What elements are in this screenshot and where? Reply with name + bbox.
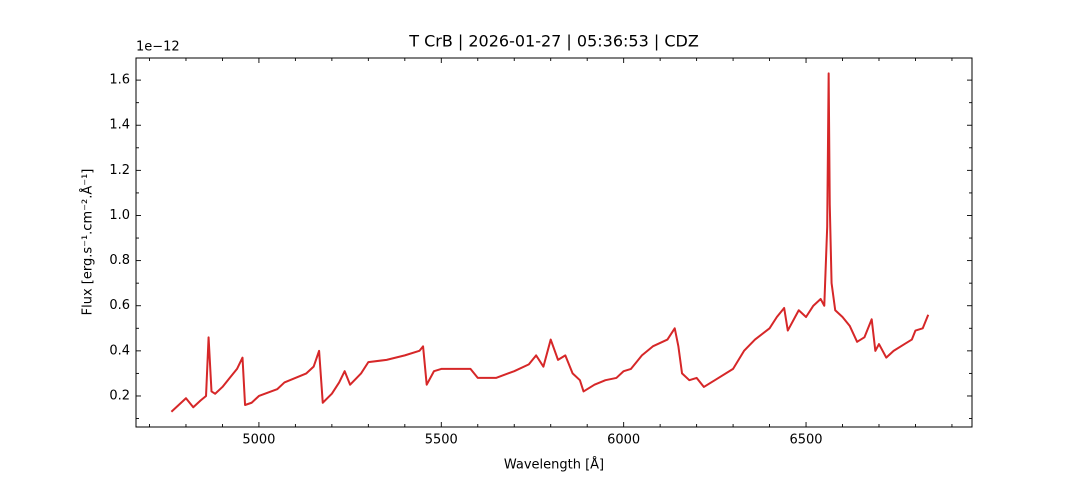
y-tick-label: 1.6 bbox=[109, 73, 130, 88]
x-tick-label: 5000 bbox=[242, 433, 275, 448]
y-tick-label: 0.8 bbox=[109, 253, 130, 268]
y-tick-label: 0.6 bbox=[109, 298, 130, 313]
spectrum-line bbox=[170, 72, 930, 413]
x-tick-label: 6500 bbox=[789, 433, 822, 448]
y-tick-label: 0.4 bbox=[109, 343, 130, 358]
plot-frame bbox=[135, 57, 973, 428]
y-tick-label: 1.2 bbox=[109, 163, 130, 178]
x-axis-label: Wavelength [Å] bbox=[504, 457, 604, 473]
x-tick-label: 6000 bbox=[607, 433, 640, 448]
y-tick-label: 0.2 bbox=[109, 388, 130, 403]
y-tick-label: 1.0 bbox=[109, 208, 130, 223]
chart-title: T CrB | 2026-01-27 | 05:36:53 | CDZ bbox=[408, 32, 699, 51]
x-tick-label: 5500 bbox=[425, 433, 458, 448]
y-offset-label: 1e−12 bbox=[136, 40, 180, 55]
y-axis-label: Flux [erg.s⁻¹.cm⁻².Å⁻¹] bbox=[80, 169, 96, 316]
y-tick-label: 1.4 bbox=[109, 118, 130, 133]
